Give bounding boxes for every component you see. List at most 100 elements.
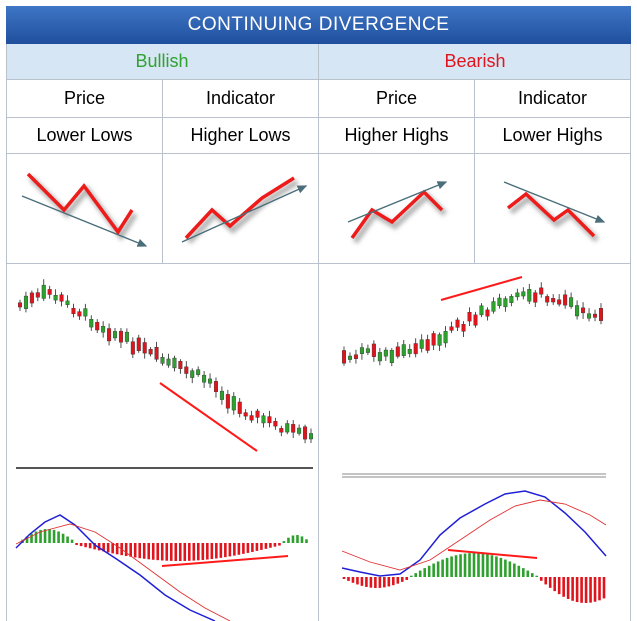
histogram-bar xyxy=(432,563,435,577)
histogram-bar xyxy=(305,539,308,543)
histogram-bar xyxy=(165,543,169,561)
grid-line xyxy=(6,44,7,621)
histogram-bar xyxy=(269,543,272,548)
down-candle xyxy=(71,307,76,314)
histogram-bar xyxy=(151,543,155,560)
down-candle xyxy=(539,287,544,295)
histogram-bar xyxy=(423,568,426,577)
histogram-bar xyxy=(463,553,467,577)
bullish-indicator-header: Indicator xyxy=(205,88,276,108)
down-candle xyxy=(533,292,538,303)
up-candle xyxy=(166,358,171,366)
down-candle xyxy=(581,307,586,314)
histogram-bar xyxy=(513,563,516,577)
up-candle xyxy=(389,350,394,364)
down-candle xyxy=(184,366,189,374)
histogram-bar xyxy=(169,543,173,561)
up-candle xyxy=(587,313,592,319)
histogram-bar xyxy=(427,565,431,577)
down-candle xyxy=(118,330,123,343)
down-candle xyxy=(178,361,183,369)
up-candle xyxy=(83,308,88,317)
histogram-bar xyxy=(206,543,209,560)
bearish-candlestick-chart xyxy=(342,282,604,367)
histogram-bar xyxy=(79,543,83,547)
up-candle xyxy=(359,347,364,354)
histogram-bar xyxy=(383,577,386,588)
bearish-indicator-divergence-line xyxy=(447,549,538,559)
up-candle xyxy=(515,292,520,298)
histogram-bar xyxy=(396,577,400,584)
up-candle xyxy=(491,301,496,312)
down-candle xyxy=(353,354,358,359)
histogram-bar xyxy=(39,529,42,543)
down-candle xyxy=(213,381,218,392)
histogram-bar xyxy=(490,555,494,577)
down-candle xyxy=(563,294,568,306)
histogram-bar xyxy=(111,543,114,554)
histogram-bar xyxy=(192,543,196,561)
bullish-heading: Bullish xyxy=(6,44,318,79)
up-candle xyxy=(497,297,502,306)
down-candle xyxy=(599,308,604,321)
histogram-bar xyxy=(228,543,232,557)
down-candle xyxy=(461,324,466,332)
down-candle xyxy=(255,410,260,418)
histogram-bar xyxy=(347,577,350,581)
histogram-bar xyxy=(260,543,263,550)
histogram-bar xyxy=(436,561,440,577)
up-candle xyxy=(383,349,388,357)
down-candle xyxy=(154,347,159,360)
up-candle xyxy=(113,331,118,339)
histogram-bar xyxy=(174,543,178,561)
bearish-price-schematic xyxy=(347,181,448,244)
up-candle xyxy=(190,370,195,378)
down-candle xyxy=(130,341,135,355)
histogram-bar xyxy=(156,543,160,561)
signal-line xyxy=(15,523,231,621)
histogram-bar xyxy=(215,543,218,559)
histogram-bar xyxy=(66,536,69,543)
down-candle xyxy=(243,412,248,417)
histogram-bar xyxy=(210,543,214,560)
histogram-bar xyxy=(405,577,409,580)
down-candle xyxy=(273,420,278,427)
up-candle xyxy=(309,433,314,440)
histogram-bar xyxy=(296,535,299,543)
bearish-heading: Bearish xyxy=(319,44,631,79)
down-candle xyxy=(291,424,296,433)
bearish-price-divergence-line xyxy=(440,276,523,301)
down-candle xyxy=(279,428,284,433)
histogram-bar xyxy=(459,554,462,577)
up-candle xyxy=(509,296,514,303)
histogram-bar xyxy=(481,553,485,577)
histogram-bar xyxy=(553,577,556,592)
histogram-bar xyxy=(124,543,128,557)
histogram-bar xyxy=(418,570,422,577)
up-candle xyxy=(437,334,442,346)
up-candle xyxy=(377,352,382,362)
bullish-macd-chart xyxy=(15,514,308,621)
up-candle xyxy=(285,423,290,433)
histogram-bar xyxy=(602,577,606,599)
page-title: CONTINUING DIVERGENCE xyxy=(6,6,631,44)
up-candle xyxy=(196,369,201,375)
grid-line xyxy=(162,80,163,263)
histogram-bar xyxy=(273,543,277,547)
down-candle xyxy=(35,292,40,298)
histogram-bar xyxy=(378,577,382,588)
histogram-bar xyxy=(508,561,512,577)
histogram-bar xyxy=(535,575,539,577)
histogram-bar xyxy=(365,577,368,587)
histogram-bar xyxy=(138,543,142,559)
histogram-bar xyxy=(52,529,56,543)
histogram-bar xyxy=(387,577,391,587)
down-candle xyxy=(425,339,430,351)
down-candle xyxy=(249,415,254,421)
bearish-indicator-schematic xyxy=(503,181,606,243)
histogram-bar xyxy=(589,577,592,603)
histogram-bar xyxy=(219,543,223,558)
down-candle xyxy=(371,343,376,357)
down-candle xyxy=(557,299,562,305)
down-candle xyxy=(467,312,472,322)
